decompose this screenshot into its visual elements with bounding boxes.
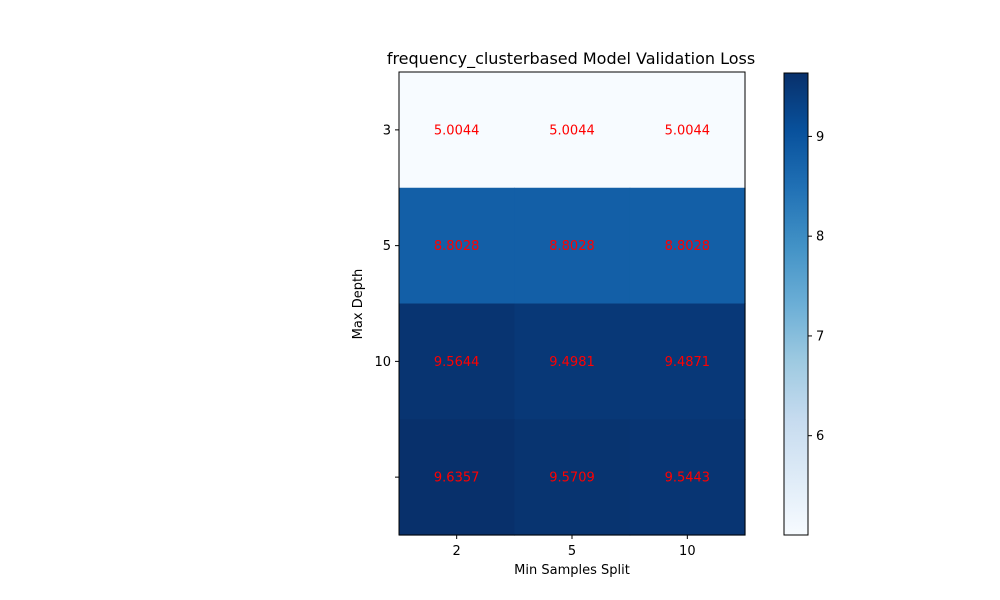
colorbar-tick-label: 9 bbox=[816, 130, 824, 145]
x-tick-label: 10 bbox=[679, 544, 696, 559]
heatmap-cells bbox=[399, 72, 746, 536]
x-axis-label: Min Samples Split bbox=[514, 563, 630, 578]
y-axis-ticks: 3 5 10 bbox=[374, 123, 399, 478]
cell-value-label: 8.8028 bbox=[434, 239, 480, 254]
y-axis-label: Max Depth bbox=[351, 269, 366, 340]
heatmap-cell bbox=[629, 72, 746, 189]
cell-value-label: 5.0044 bbox=[665, 123, 711, 138]
heatmap-cell bbox=[514, 303, 631, 420]
y-tick-label: 5 bbox=[383, 239, 391, 254]
colorbar-tick-label: 8 bbox=[816, 230, 824, 245]
cell-value-label: 5.0044 bbox=[549, 123, 595, 138]
cell-value-label: 9.4981 bbox=[549, 355, 595, 370]
heatmap-cell bbox=[629, 419, 746, 536]
heatmap-cell bbox=[399, 419, 515, 536]
x-tick-label: 5 bbox=[568, 544, 576, 559]
cell-value-label: 5.0044 bbox=[434, 123, 480, 138]
heatmap-cell bbox=[514, 187, 631, 305]
heatmap-cell bbox=[399, 187, 515, 305]
heatmap-cell bbox=[514, 419, 631, 536]
y-tick-label: 3 bbox=[383, 123, 391, 138]
x-tick-label: 2 bbox=[453, 544, 461, 559]
colorbar-ticks: 6 7 8 9 bbox=[808, 130, 824, 444]
cell-value-label: 9.6357 bbox=[434, 471, 480, 486]
colorbar-tick-label: 6 bbox=[816, 429, 824, 444]
colorbar bbox=[784, 73, 808, 535]
heatmap-cell bbox=[629, 303, 746, 420]
heatmap-cell-labels: 5.0044 5.0044 5.0044 8.8028 8.8028 8.8028 9.56… bbox=[434, 123, 710, 485]
x-axis-ticks: 2 5 10 bbox=[453, 535, 696, 559]
heatmap-cell bbox=[399, 303, 515, 420]
cell-value-label: 9.5644 bbox=[434, 355, 480, 370]
cell-value-label: 9.5709 bbox=[549, 471, 595, 486]
heatmap-cell bbox=[514, 72, 631, 189]
cell-value-label: 9.4871 bbox=[665, 355, 711, 370]
chart-title: frequency_clusterbased Model Validation … bbox=[387, 49, 755, 69]
cell-value-label: 9.5443 bbox=[665, 471, 711, 486]
cell-value-label: 8.8028 bbox=[549, 239, 595, 254]
heatmap-cell bbox=[399, 72, 515, 189]
heatmap-cell bbox=[629, 187, 746, 305]
cell-value-label: 8.8028 bbox=[665, 239, 711, 254]
colorbar-frame bbox=[783, 72, 809, 536]
colorbar-tick-label: 7 bbox=[816, 329, 824, 344]
y-tick-label: 10 bbox=[374, 355, 391, 370]
